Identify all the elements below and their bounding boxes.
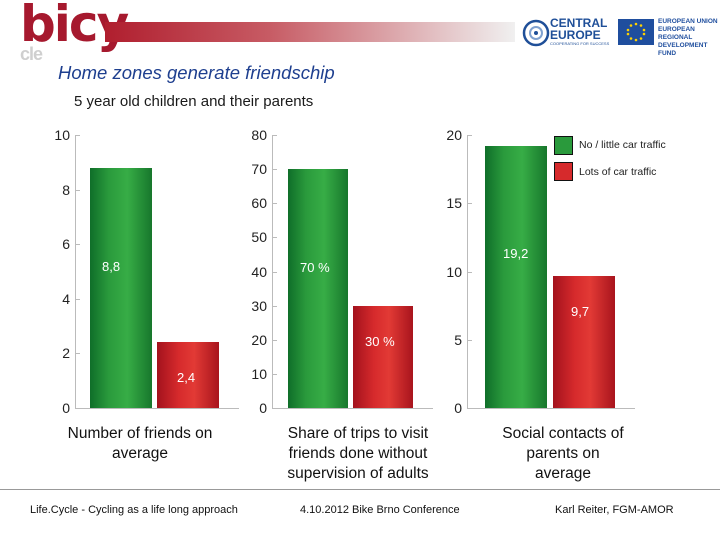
y-tick-mark [272,135,277,136]
y-tick-label: 2 [62,345,70,362]
y-tick-mark [75,298,80,300]
slide-title: Home zones generate friendschip [58,62,335,83]
y-tick-mark [75,244,80,246]
y-tick-mark [75,408,80,409]
y-tick-mark [272,305,277,307]
chart-caption-line: Social contacts of [502,425,624,442]
y-tick-mark [272,271,277,273]
y-tick-label: 10 [251,365,267,382]
eu-flag-icon [618,19,654,45]
y-tick-mark [272,203,277,205]
y-tick-mark [467,203,472,205]
y-tick-label: 15 [446,195,462,212]
chart-caption-line: supervision of adults [287,465,429,482]
footer-left: Life.Cycle - Cycling as a life long appr… [30,504,238,516]
y-tick-mark [272,408,277,409]
bar-value-label: 2,4 [177,370,196,386]
bar-value-label: 9,7 [571,303,590,319]
y-tick-label: 80 [251,127,267,143]
bar-no-traffic [288,169,348,408]
slide-subtitle: 5 year old children and their parents [74,93,314,110]
y-tick-label: 20 [446,127,462,143]
bicy-logo-sub: cle [20,44,43,64]
y-tick-mark [272,339,277,341]
y-tick-mark [467,339,472,341]
y-tick-mark [272,169,277,171]
chart-caption: Share of trips to visit friends done with… [268,424,448,484]
y-tick-mark [272,237,277,239]
y-tick-label: 60 [251,195,267,212]
footer-divider [0,489,720,490]
y-tick-mark [75,189,80,191]
y-tick-label: 10 [54,127,70,143]
chart-caption: Social contacts of parents on average [478,424,648,484]
y-tick-label: 40 [251,263,267,280]
bar-lots-traffic [553,275,615,408]
bar-value-label: 8,8 [102,259,121,275]
chart-caption-line: average [111,445,168,462]
y-tick-label: 0 [454,400,462,416]
bar-lots-traffic [157,342,219,408]
chart-caption-line: average [534,465,591,482]
y-tick-label: 20 [251,331,267,348]
legend-swatch-red [554,162,573,181]
y-tick-mark [467,271,472,273]
chart-caption-line: parents on [526,445,600,462]
bar-lots-traffic [353,305,413,408]
y-tick-mark [272,373,277,375]
footer-center: 4.10.2012 Bike Brno Conference [300,504,460,516]
chart-caption-line: Number of friends on [67,425,213,442]
bar-value-label: 19,2 [503,245,529,261]
y-tick-label: 0 [259,400,267,416]
y-tick-label: 0 [62,400,70,416]
footer-right: Karl Reiter, FGM-AMOR [555,504,674,516]
y-tick-label: 4 [62,290,70,307]
y-tick-label: 10 [446,263,462,280]
legend-label-no-traffic: No / little car traffic [579,139,666,151]
y-tick-label: 70 [251,161,267,178]
chart-caption: Number of friends on average [50,424,230,464]
bar-value-label: 70 % [300,259,330,275]
x-axis-baseline [467,408,635,409]
x-axis-baseline [75,408,239,409]
legend-label-lots-traffic: Lots of car traffic [579,166,657,178]
y-tick-label: 6 [62,236,70,253]
legend-swatch-green [554,136,573,155]
y-tick-label: 50 [251,229,267,246]
y-axis-line [75,135,76,408]
y-tick-mark [467,408,472,409]
chart-caption-line: Share of trips to visit [287,425,429,442]
y-tick-label: 30 [251,297,267,314]
eu-logo-text: EUROPEAN UNION EUROPEAN REGIONAL DEVELOP… [658,18,718,57]
chart-caption-line: friends done without [288,445,428,462]
bar-no-traffic [485,145,547,408]
x-axis-baseline [272,408,433,409]
y-tick-mark [467,135,472,136]
y-tick-mark [75,353,80,355]
y-tick-label: 5 [454,331,462,348]
bar-value-label: 30 % [365,333,395,349]
y-tick-label: 8 [62,181,70,198]
central-europe-logo-sub: COOPERATING FOR SUCCESS [550,41,610,46]
central-europe-emblem-icon [522,19,550,47]
bar-no-traffic [90,167,152,408]
central-europe-logo-text: CENTRAL EUROPE [550,16,608,42]
header-band [105,22,515,42]
y-tick-mark [75,135,80,136]
